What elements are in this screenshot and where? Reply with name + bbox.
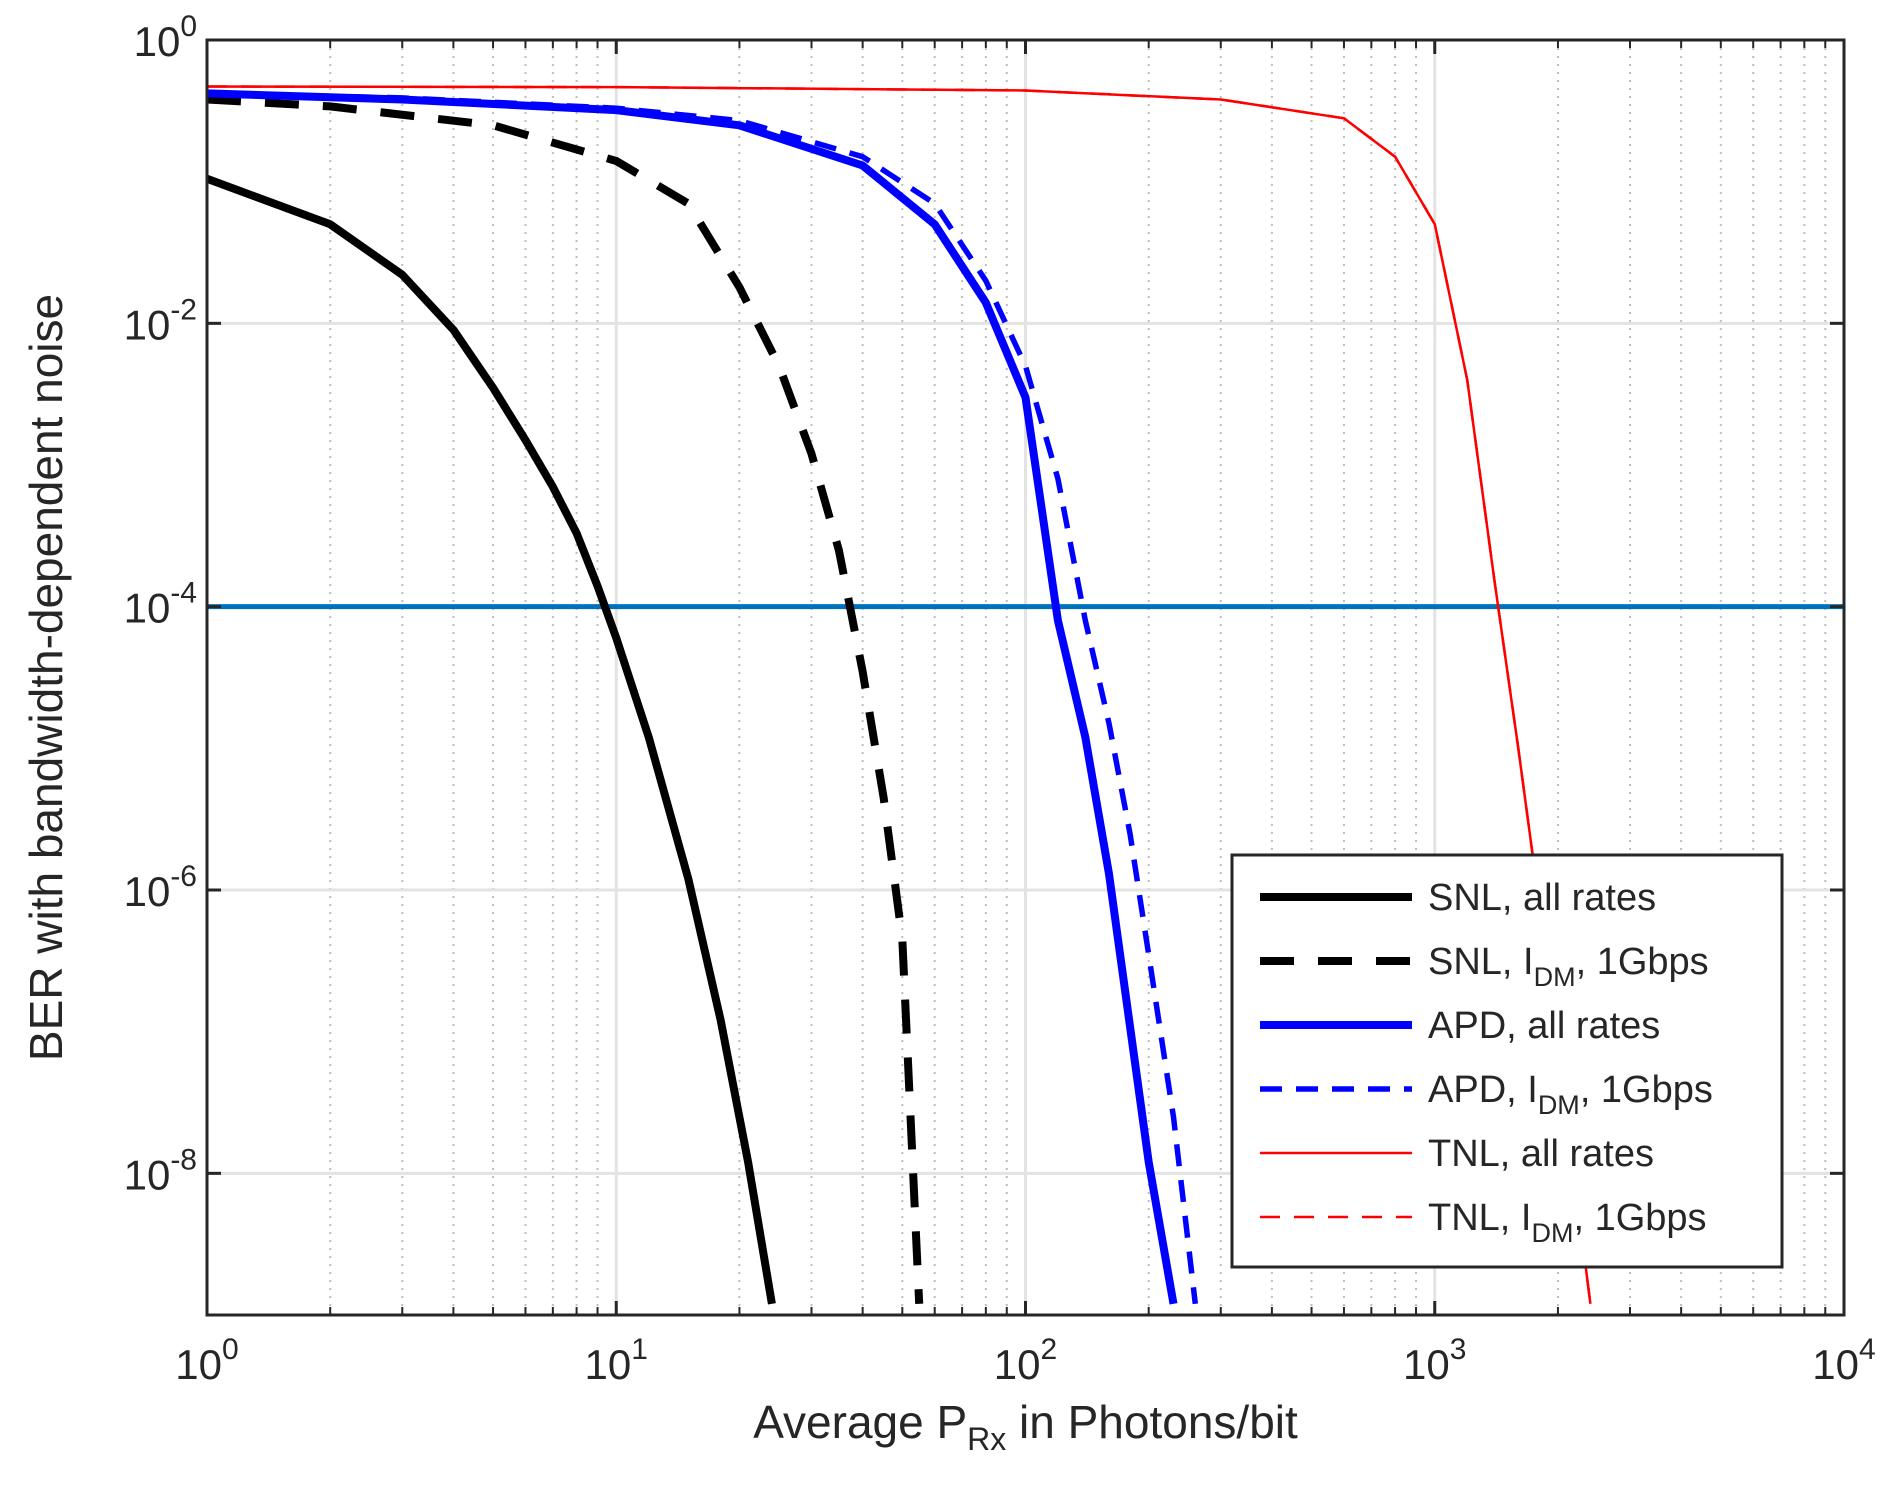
legend-box [1230, 853, 1784, 1269]
series-group [207, 85, 1592, 1305]
x-tick-label: 103 [1403, 1333, 1466, 1388]
legend-label-6: TNL, IDM, 1Gbps [1428, 1197, 1707, 1248]
legend-label-5: TNL, all rates [1428, 1133, 1654, 1175]
legend-label-2: SNL, IDM, 1Gbps [1428, 941, 1709, 992]
x-tick-label: 100 [175, 1333, 238, 1388]
y-tick-labels: 100 10-2 10-4 10-6 10-8 [124, 10, 197, 1198]
series-line-2 [207, 95, 924, 1304]
legend-label-4: APD, IDM, 1Gbps [1428, 1069, 1713, 1120]
x-tick-label: 104 [1812, 1333, 1875, 1388]
x-tick-labels: 100 101 102 103 104 [175, 1333, 1875, 1388]
y-tick-label: 10-8 [124, 1143, 197, 1198]
y-tick-label: 10-6 [124, 860, 197, 915]
x-tick-label: 102 [994, 1333, 1057, 1388]
y-tick-label: 100 [134, 10, 197, 65]
y-tick-label: 10-4 [124, 577, 197, 632]
tick-marks [205, 38, 1846, 1315]
x-axis-label: Average PRx in Photons/bit [753, 1396, 1298, 1457]
legend: SNL, all rates SNL, IDM, 1Gbps APD, all ra… [1230, 853, 1784, 1269]
series-line-1 [207, 174, 776, 1305]
legend-label-1: SNL, all rates [1428, 877, 1656, 919]
y-tick-label: 10-2 [124, 293, 197, 348]
series-line-4 [207, 90, 1199, 1305]
legend-label-3: APD, all rates [1428, 1005, 1660, 1047]
x-tick-label: 101 [585, 1333, 648, 1388]
series-line-6 [207, 85, 1592, 1304]
y-axis-label: BER with bandwidth-dependent noise [20, 294, 72, 1061]
